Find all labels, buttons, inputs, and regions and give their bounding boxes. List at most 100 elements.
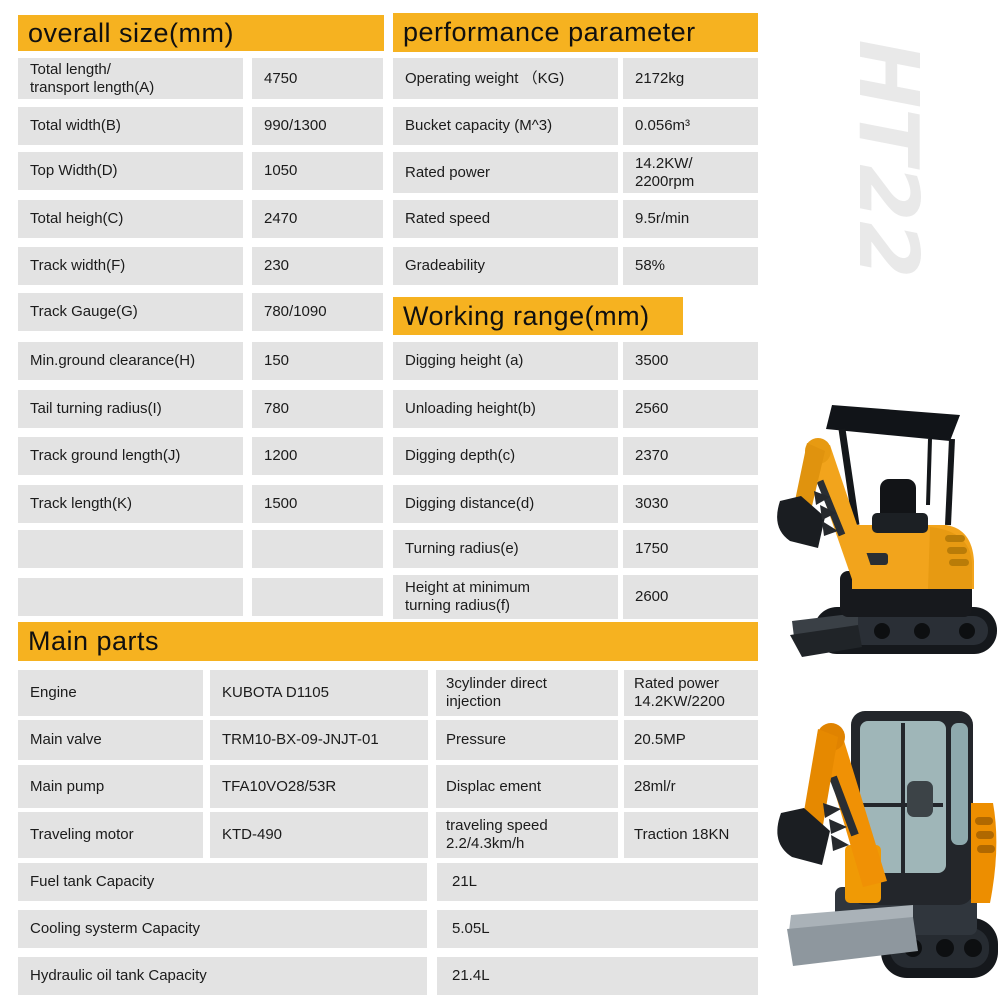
part-model: TRM10-BX-09-JNJT-01 [210, 720, 428, 760]
spec-row: Cooling systerm Capacity 5.05L [18, 910, 758, 948]
spec-row: Turning radius(e) 1750 [393, 530, 758, 568]
spec-row: Tail turning radius(I) 780 [18, 390, 383, 428]
spec-row: Total width(B) 990/1300 [18, 107, 383, 145]
spec-row: Bucket capacity (M^3) 0.056m³ [393, 107, 758, 145]
spec-label: Total width(B) [18, 107, 243, 145]
spec-label: Turning radius(e) [393, 530, 618, 568]
spec-row [18, 530, 383, 568]
section-title-working-range: Working range(mm) [393, 297, 683, 335]
spec-value [252, 530, 383, 568]
part-name: Traveling motor [18, 812, 203, 858]
spec-row: Digging depth(c) 2370 [393, 437, 758, 475]
spec-label: Min.ground clearance(H) [18, 342, 243, 380]
spec-label: Rated speed [393, 200, 618, 238]
spec-label: Height at minimum turning radius(f) [393, 575, 618, 619]
part-attribute: 3cylinder direct injection [436, 670, 618, 716]
spec-label: Track length(K) [18, 485, 243, 523]
spec-value: 0.056m³ [623, 107, 758, 145]
spec-value: 3030 [623, 485, 758, 523]
spec-value: 230 [252, 247, 383, 285]
spec-value: 2370 [623, 437, 758, 475]
spec-row: Track width(F) 230 [18, 247, 383, 285]
part-attribute: Displac ement [436, 765, 618, 808]
spec-row: Track Gauge(G) 780/1090 [18, 293, 383, 331]
spec-value: 2600 [623, 575, 758, 619]
spec-value: 4750 [252, 58, 383, 99]
spec-row: Engine KUBOTA D1105 3cylinder direct inj… [18, 670, 758, 716]
part-attribute-value: 20.5MP [624, 720, 758, 760]
spec-row: Fuel tank Capacity 21L [18, 863, 758, 901]
spec-value [252, 578, 383, 616]
spec-row: Total length/ transport length(A) 4750 [18, 58, 383, 99]
spec-label: Digging distance(d) [393, 485, 618, 523]
part-model: KTD-490 [210, 812, 428, 858]
spec-value: 21L [437, 863, 758, 901]
spec-value: 1750 [623, 530, 758, 568]
part-name: Engine [18, 670, 203, 716]
spec-label: Total heigh(C) [18, 200, 243, 238]
spec-row [18, 578, 383, 616]
section-title-performance-parameter: performance parameter [393, 13, 758, 52]
spec-value: 990/1300 [252, 107, 383, 145]
spec-row: Rated power 14.2KW/ 2200rpm [393, 152, 758, 193]
part-model: KUBOTA D1105 [210, 670, 428, 716]
spec-label: Hydraulic oil tank Capacity [18, 957, 427, 995]
part-name: Main pump [18, 765, 203, 808]
spec-label: Rated power [393, 152, 618, 193]
spec-label [18, 578, 243, 616]
spec-label: Bucket capacity (M^3) [393, 107, 618, 145]
spec-label: Unloading height(b) [393, 390, 618, 428]
part-name: Main valve [18, 720, 203, 760]
excavator-photo-canopy [777, 405, 997, 657]
spec-label: Gradeability [393, 247, 618, 285]
spec-value: 9.5r/min [623, 200, 758, 238]
spec-value: 1500 [252, 485, 383, 523]
spec-row: Main valve TRM10-BX-09-JNJT-01 Pressure … [18, 720, 758, 760]
spec-row: Unloading height(b) 2560 [393, 390, 758, 428]
spec-label: Fuel tank Capacity [18, 863, 427, 901]
spec-value: 58% [623, 247, 758, 285]
part-model: TFA10VO28/53R [210, 765, 428, 808]
spec-label [18, 530, 243, 568]
spec-label: Operating weight （KG) [393, 58, 618, 99]
spec-value: 2470 [252, 200, 383, 238]
spec-row: Digging height (a) 3500 [393, 342, 758, 380]
model-watermark: HT22 [840, 39, 935, 279]
spec-value: 14.2KW/ 2200rpm [623, 152, 758, 193]
spec-value: 780/1090 [252, 293, 383, 331]
part-attribute: traveling speed 2.2/4.3km/h [436, 812, 618, 858]
spec-row: Track ground length(J) 1200 [18, 437, 383, 475]
spec-row: Rated speed 9.5r/min [393, 200, 758, 238]
spec-value: 21.4L [437, 957, 758, 995]
spec-value: 1050 [252, 152, 383, 190]
section-title-main-parts: Main parts [18, 622, 758, 661]
spec-label: Digging depth(c) [393, 437, 618, 475]
spec-value: 5.05L [437, 910, 758, 948]
spec-row: Operating weight （KG) 2172kg [393, 58, 758, 99]
spec-row: Top Width(D) 1050 [18, 152, 383, 190]
spec-value: 2172kg [623, 58, 758, 99]
spec-label: Tail turning radius(I) [18, 390, 243, 428]
spec-label: Track ground length(J) [18, 437, 243, 475]
spec-value: 150 [252, 342, 383, 380]
spec-value: 1200 [252, 437, 383, 475]
spec-label: Top Width(D) [18, 152, 243, 190]
spec-label: Total length/ transport length(A) [18, 58, 243, 99]
spec-row: Track length(K) 1500 [18, 485, 383, 523]
part-attribute-value: 28ml/r [624, 765, 758, 808]
spec-label: Cooling systerm Capacity [18, 910, 427, 948]
spec-row: Gradeability 58% [393, 247, 758, 285]
section-title-overall-size: overall size(mm) [18, 15, 384, 51]
spec-row: Traveling motor KTD-490 traveling speed … [18, 812, 758, 858]
spec-row: Min.ground clearance(H) 150 [18, 342, 383, 380]
spec-row: Digging distance(d) 3030 [393, 485, 758, 523]
part-attribute: Pressure [436, 720, 618, 760]
spec-value: 2560 [623, 390, 758, 428]
excavator-photo-cab [777, 711, 998, 978]
spec-row: Height at minimum turning radius(f) 2600 [393, 575, 758, 619]
spec-label: Track Gauge(G) [18, 293, 243, 331]
part-attribute-value: Traction 18KN [624, 812, 758, 858]
spec-row: Main pump TFA10VO28/53R Displac ement 28… [18, 765, 758, 808]
spec-value: 780 [252, 390, 383, 428]
